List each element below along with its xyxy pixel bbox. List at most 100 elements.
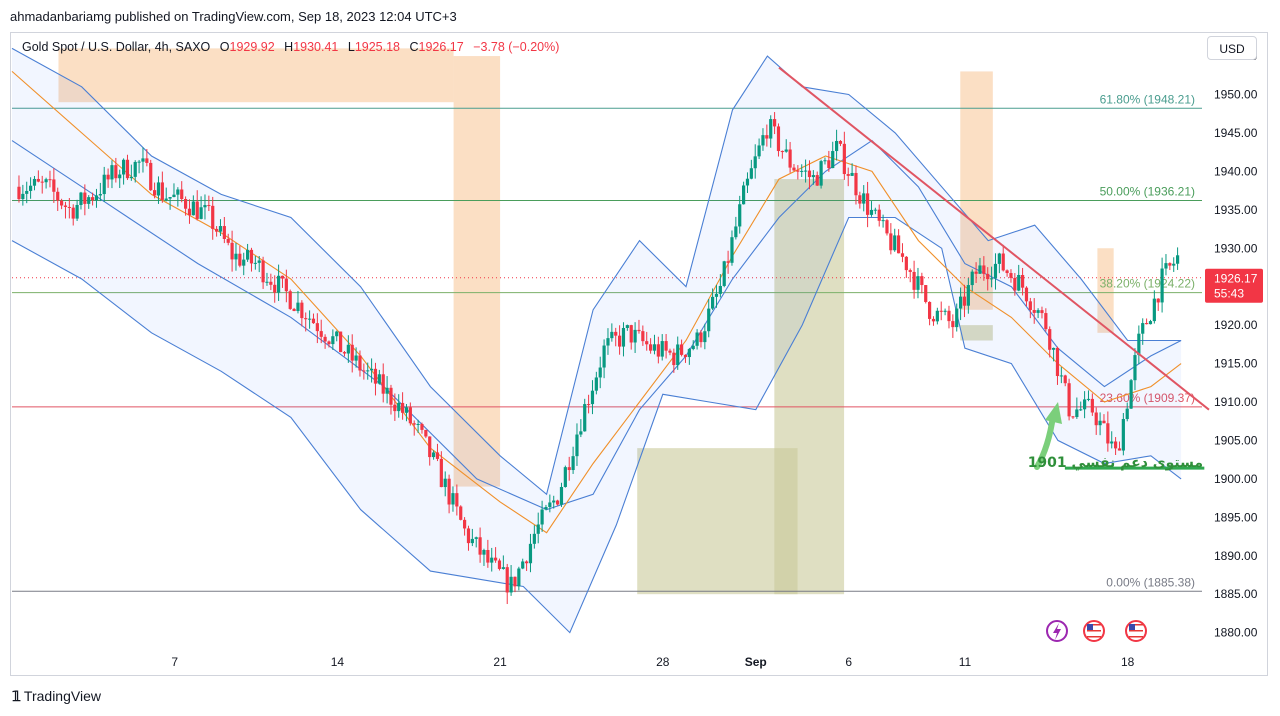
fib-label: 23.60% (1909.37) — [1100, 391, 1195, 405]
candle-body — [966, 285, 970, 306]
candle-body — [311, 318, 316, 324]
currency-button[interactable]: USD — [1207, 36, 1257, 60]
candle-body — [970, 271, 974, 286]
candle-body — [625, 325, 629, 328]
candle-body — [621, 327, 626, 347]
flag-stripe — [1087, 630, 1101, 632]
candle-body — [230, 242, 234, 260]
candle-body — [172, 194, 176, 198]
candle-body — [633, 329, 637, 343]
candle-body — [245, 249, 250, 260]
candle-body — [1013, 277, 1017, 291]
candle-body — [234, 253, 238, 260]
candle-body — [121, 159, 126, 175]
candle-body — [943, 310, 947, 312]
candle-body — [1117, 448, 1122, 451]
candle-body — [885, 220, 889, 234]
candle-body — [133, 161, 137, 177]
candle-body — [660, 341, 664, 357]
candle-body — [249, 249, 254, 264]
candle-body — [823, 160, 827, 162]
candle-body — [331, 336, 335, 345]
candle-body — [1133, 355, 1137, 381]
lightning-icon[interactable] — [1046, 620, 1068, 642]
candle-body — [125, 159, 130, 179]
candle-body — [1086, 398, 1091, 400]
candle-body — [1024, 287, 1029, 302]
candle-body — [815, 175, 819, 186]
candle-body — [617, 335, 622, 347]
candle-body — [408, 407, 412, 424]
candle-body — [707, 308, 711, 332]
legend-l-label: L — [347, 40, 355, 54]
candle-body — [718, 285, 722, 294]
candle-body — [505, 567, 509, 593]
candle-body — [610, 331, 614, 339]
candle-body — [1017, 274, 1021, 291]
y-tick-label: 1935.00 — [1214, 203, 1258, 217]
candle-body — [354, 355, 358, 361]
lightning-icon-bolt — [1053, 623, 1061, 640]
zone-orange — [1097, 248, 1114, 333]
candle-body — [269, 281, 273, 285]
us-flag-icon[interactable] — [1125, 620, 1147, 642]
candle-body — [807, 170, 812, 178]
y-tick-label: 1885.00 — [1214, 587, 1258, 601]
candle-body — [350, 344, 354, 361]
candle-body — [676, 344, 680, 366]
candle-body — [575, 434, 579, 457]
candle-body — [315, 323, 319, 332]
x-tick-label: 7 — [171, 655, 178, 669]
candle-body — [889, 233, 893, 251]
candle-body — [978, 265, 982, 274]
y-tick-label: 1900.00 — [1214, 472, 1258, 486]
y-tick-label: 1940.00 — [1214, 164, 1258, 178]
candle-body — [1009, 273, 1013, 278]
candle-body — [532, 533, 536, 544]
candle-body — [862, 193, 866, 204]
fib-label: 61.80% (1948.21) — [1100, 92, 1195, 106]
candle-body — [1005, 270, 1009, 274]
axis-layer: 1880.00 1885.00 1890.00 1895.00 1900.00 1905.… — [171, 49, 1263, 669]
candle-body — [1160, 268, 1164, 303]
candle-body — [400, 402, 405, 413]
zones-layer — [58, 48, 1114, 595]
candle-body — [722, 261, 726, 286]
fib-label: 38.20% (1924.22) — [1100, 277, 1195, 291]
candle-body — [683, 354, 688, 358]
candle-body — [691, 345, 695, 350]
candle-body — [63, 205, 68, 207]
candle-body — [846, 174, 850, 176]
y-tick-label: 1910.00 — [1214, 395, 1258, 409]
candle-body — [478, 537, 482, 555]
candle-body — [769, 119, 773, 139]
candle-body — [528, 543, 533, 564]
candle-body — [377, 374, 381, 384]
candle-body — [455, 493, 459, 507]
legend-c-label: C — [409, 40, 419, 54]
legend-h-value: 1930.41 — [293, 40, 339, 54]
candle-body — [590, 390, 595, 405]
candle-body — [908, 270, 912, 272]
us-flag-icon[interactable] — [1083, 620, 1105, 642]
candle-body — [521, 561, 525, 569]
tradingview-logo[interactable]: 𝟙 TradingView — [12, 688, 101, 705]
legend-h-label: H — [284, 40, 294, 54]
candle-body — [962, 296, 967, 306]
candle-body — [1082, 399, 1087, 410]
candle-body — [342, 352, 347, 354]
candle-body — [152, 190, 157, 196]
candle-body — [470, 538, 474, 544]
candle-body — [183, 198, 188, 209]
candle-body — [614, 331, 618, 336]
flag-canton — [1087, 624, 1093, 630]
legend-c-value: 1926.17 — [418, 40, 464, 54]
candle-body — [1129, 380, 1133, 409]
candle-body — [52, 179, 56, 192]
flag-canton — [1129, 624, 1135, 630]
candle-body — [637, 329, 641, 332]
candle-body — [544, 507, 548, 510]
candle-body — [490, 557, 494, 563]
candle-body — [1137, 333, 1141, 356]
